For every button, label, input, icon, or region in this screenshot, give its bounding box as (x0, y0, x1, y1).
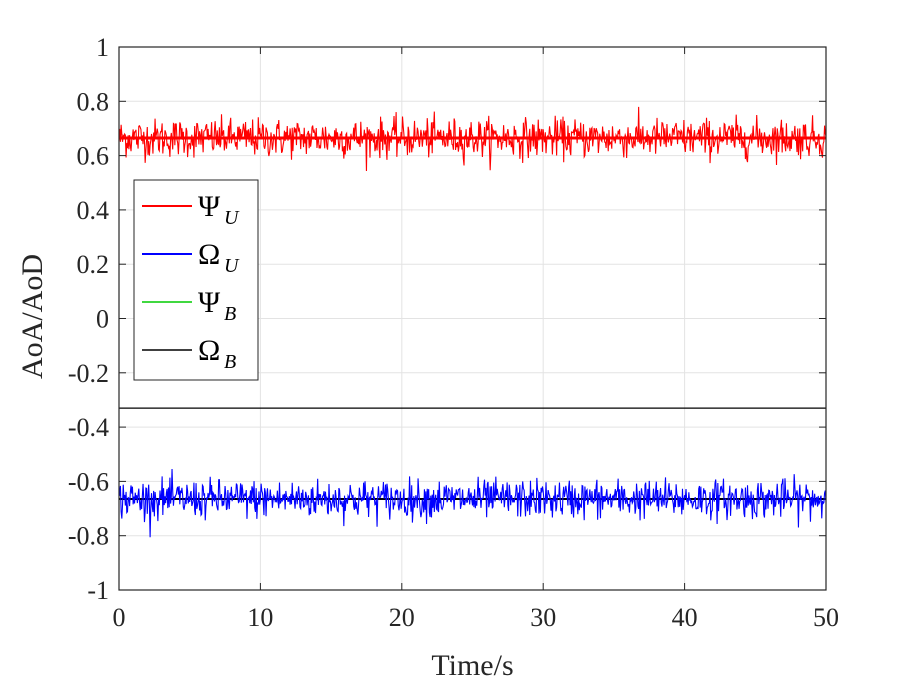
legend-subscript: B (224, 303, 236, 325)
y-tick-label: 0.6 (77, 142, 110, 171)
x-tick-label: 10 (247, 603, 273, 632)
series-line-ΩU (118, 469, 827, 538)
y-tick-label: -0.4 (68, 413, 109, 442)
series-line-ΨU (118, 106, 827, 172)
series-layer (118, 106, 827, 538)
y-tick-label: -0.6 (68, 467, 109, 496)
x-tick-label: 20 (389, 603, 415, 632)
x-axis-label: Time/s (431, 649, 513, 682)
y-tick-label: 1 (96, 33, 109, 62)
y-tick-label: -0.2 (68, 359, 109, 388)
legend-label: Ψ (198, 286, 221, 319)
x-tick-label: 40 (672, 603, 698, 632)
axes (118, 46, 827, 591)
x-tick-label: 50 (813, 603, 839, 632)
legend-subscript: U (224, 255, 240, 277)
legend: Ψ UΩ UΨ BΩ B (133, 179, 259, 381)
y-tick-label: -0.8 (68, 522, 109, 551)
legend-label: Ω (198, 334, 220, 367)
y-tick-label: -1 (87, 576, 109, 605)
x-tick-label: 0 (113, 603, 126, 632)
legend-subscript: B (224, 351, 236, 373)
legend-label: Ω (198, 238, 220, 271)
legend-label: Ψ (198, 190, 221, 223)
legend-box (133, 179, 259, 381)
y-axis-label: AoA/AoD (16, 254, 49, 379)
legend-subscript: U (224, 207, 240, 229)
y-tick-label: 0.2 (77, 250, 110, 279)
y-tick-label: 0.4 (77, 196, 110, 225)
y-tick-label: 0.8 (77, 87, 110, 116)
x-tick-label: 30 (530, 603, 556, 632)
y-tick-label: 0 (96, 305, 109, 334)
tick-labels: 0 10 20 30 40 50 -1 -0.8 -0.6 -0.4 -0.2 0 0.2 0.4 0.6 0… (68, 33, 839, 632)
